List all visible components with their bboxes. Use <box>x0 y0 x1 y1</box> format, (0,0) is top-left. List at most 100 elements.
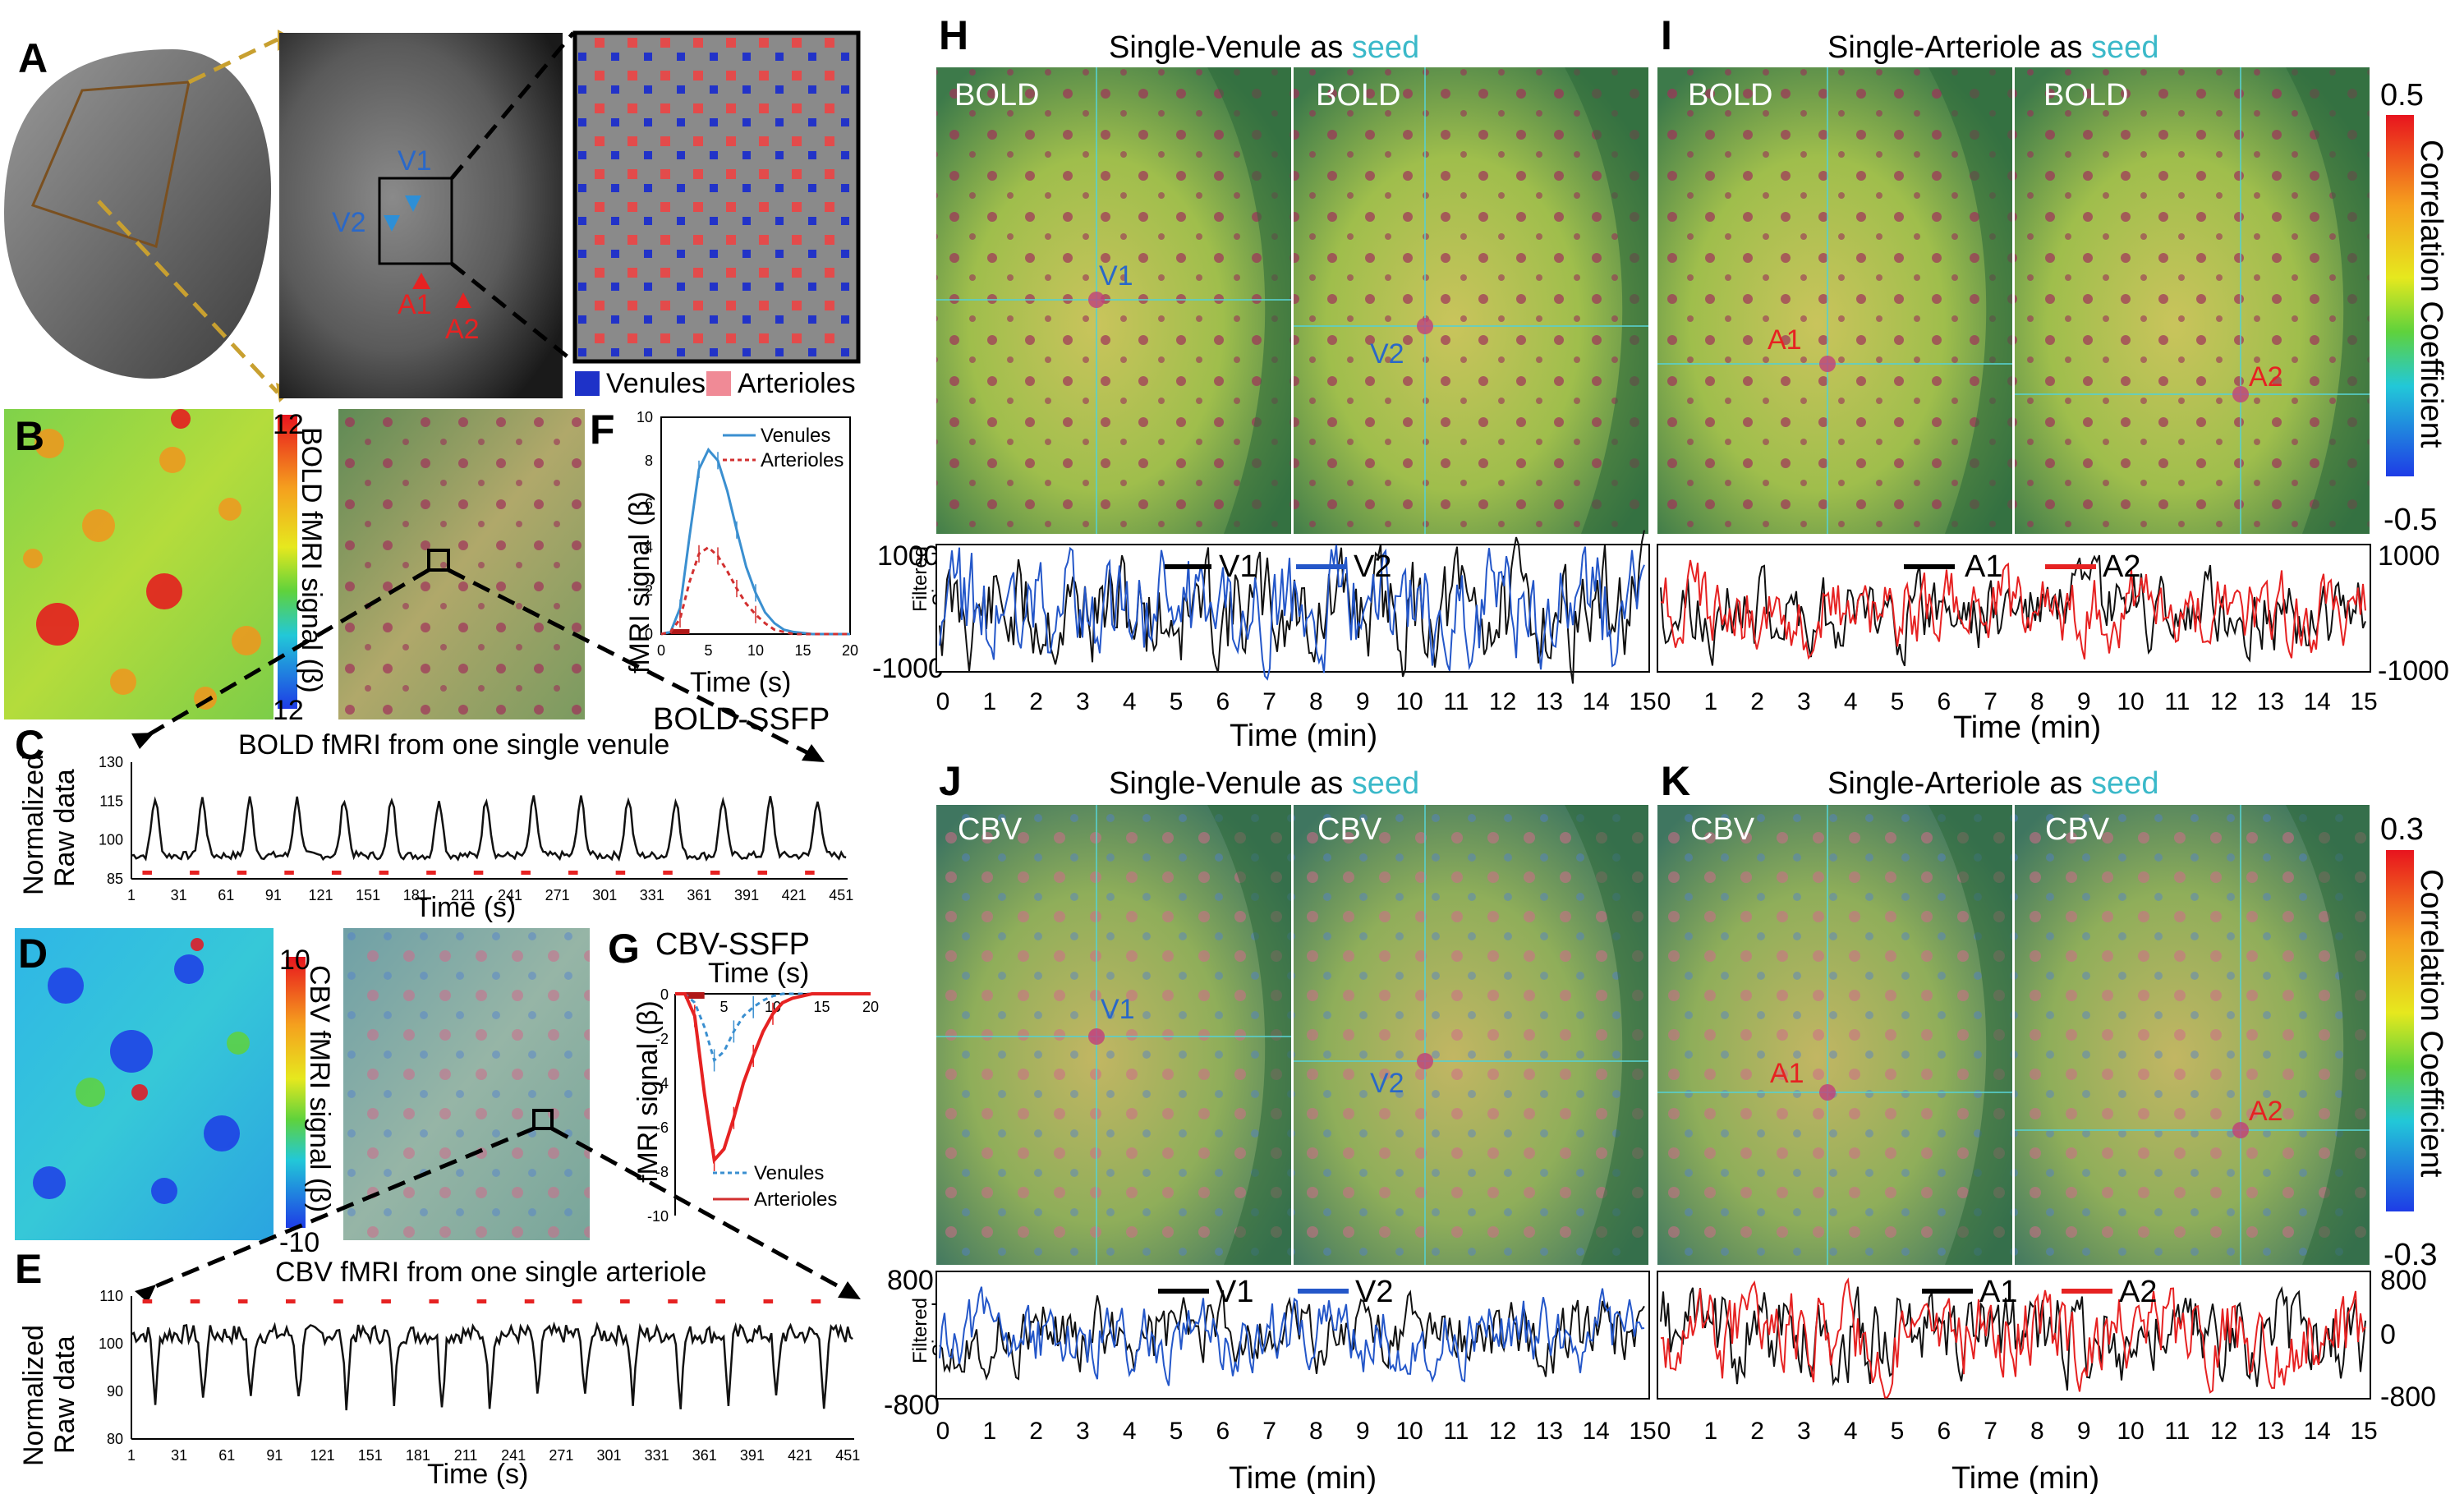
f-ytick: 4 <box>645 539 653 555</box>
panel-label-c: C <box>15 722 44 768</box>
f-ytick: 2 <box>645 582 653 599</box>
cPlot-xtick: 271 <box>545 887 570 903</box>
zoom-dash-line <box>450 31 575 180</box>
cPlot-xtick: 211 <box>451 887 475 903</box>
stimulus-mark <box>476 1299 487 1303</box>
cPlot-xtick: 391 <box>734 887 759 903</box>
stimulus-mark <box>763 1299 774 1303</box>
panel-label-i: I <box>1661 12 1672 58</box>
cbv-colorbar <box>286 957 306 1228</box>
xTicksBotL-tick: 12 <box>1489 1418 1516 1445</box>
f-ytick: 6 <box>645 496 653 513</box>
xTicksTopL-tick: 3 <box>1076 688 1090 715</box>
stimulus-mark <box>190 871 200 875</box>
g-ytick: -2 <box>655 1031 669 1047</box>
trace-top-left-xlabel: Time (min) <box>1230 719 1377 753</box>
ePlot-xtick: 451 <box>835 1447 860 1464</box>
xTicksBotL-tick: 0 <box>936 1418 950 1445</box>
xTicksTopL-tick: 8 <box>1309 688 1323 715</box>
xTicksTopL-tick: 4 <box>1123 688 1137 715</box>
stimulus-bar <box>684 992 705 999</box>
arrowhead-icon <box>802 744 825 762</box>
trace-bottom-left-xticks: 0 1 2 3 4 5 6 7 8 9 10 11 12 13 14 15 <box>936 1418 1657 1445</box>
ePlot-ytick: 100 <box>99 1335 123 1352</box>
g-xtick: 5 <box>719 999 728 1015</box>
ePlot-ytick: 110 <box>99 1288 123 1304</box>
k-title: Single-Arteriole as seed <box>1827 766 2158 801</box>
xTicksTopL-tick: 6 <box>1216 688 1230 715</box>
xTicksTopR-tick: 9 <box>2077 688 2091 715</box>
i-img-label-1: BOLD <box>1688 78 1772 113</box>
trace-top-legend-v2: V2 <box>1354 549 1391 584</box>
i-marker-a1: A1 <box>1768 324 1802 356</box>
cortex-edge-shade <box>2286 805 2370 1265</box>
xTicksBotR-tick: 13 <box>2257 1418 2284 1445</box>
bold-colorbar <box>278 415 297 709</box>
cPlot-xtick: 151 <box>356 887 380 903</box>
arteriole-marker-icon <box>412 273 430 289</box>
xTicksTopR-tick: 10 <box>2117 688 2144 715</box>
g-legend-arterioles: Arterioles <box>754 1188 837 1211</box>
bold-activation-map <box>4 409 274 719</box>
vessel-dots <box>2015 67 2370 534</box>
k-img-label-2: CBV <box>2045 812 2110 847</box>
ePlot-xtick: 301 <box>596 1447 621 1464</box>
cPlot-xtick: 1 <box>127 887 136 903</box>
g-ylabel: fMRI signal (β) <box>632 1000 664 1183</box>
zoom-dash-line <box>447 568 815 758</box>
vessel-dots <box>936 805 1291 1265</box>
trace-bottom-right-box <box>1657 1271 2371 1400</box>
trace-bottom-ymax: 800 <box>887 1265 934 1296</box>
seed-dot <box>1819 1084 1836 1101</box>
trace-bottom-r-zero: 0 <box>2380 1319 2396 1350</box>
ePlot-ytick: 90 <box>107 1383 123 1400</box>
panel-e: E CBV fMRI from one single arteriole Nor… <box>15 1246 860 1490</box>
trace-top-right-box <box>1657 544 2371 673</box>
stimulus-mark <box>715 1299 725 1303</box>
seed-dot <box>1088 292 1105 308</box>
xTicksTopL-tick: 1 <box>982 688 996 715</box>
trace-bottom-right-xlabel: Time (min) <box>1951 1461 2099 1494</box>
trace-top-r-ymax: 1000 <box>2378 540 2440 572</box>
f-ytick: 0 <box>645 626 653 642</box>
zoom-dash-line <box>147 1126 535 1292</box>
xTicksTopR-tick: 2 <box>1750 688 1764 715</box>
arrowhead-icon <box>838 1281 861 1299</box>
stimulus-mark <box>811 1299 821 1303</box>
ePlot-xtick: 151 <box>358 1447 383 1464</box>
stimulus-mark <box>805 871 815 875</box>
f-plot-frame <box>660 416 851 635</box>
e-ylabel-2: Raw data <box>49 1335 80 1454</box>
arteriole-marker-icon <box>455 292 471 308</box>
zoom-dash-line <box>550 1126 852 1295</box>
stimulus-mark <box>286 1299 296 1303</box>
venule-marker-icon <box>384 215 400 232</box>
xTicksTopR-tick: 3 <box>1797 688 1811 715</box>
f-legend-arterioles: Arterioles <box>761 449 844 471</box>
arteriole-traces-cbv <box>1660 1277 2366 1399</box>
venule-traces-bold <box>939 530 1645 684</box>
xTicksBotR-tick: 8 <box>2030 1418 2044 1445</box>
xTicksBotL-tick: 10 <box>1395 1418 1423 1445</box>
g-xtick: 20 <box>862 999 879 1015</box>
zoom-frame <box>572 30 861 364</box>
e-axis-ticks: 110 100 90 801 31 61 91 121 151 181 211 241 271 301 33… <box>99 1288 860 1464</box>
cortex-edge-shade <box>1928 67 2012 534</box>
k-marker-a1: A1 <box>1770 1058 1804 1089</box>
i-cbar-max: 0.5 <box>2380 78 2424 113</box>
panel-label-g: G <box>608 926 640 972</box>
e-xlabel: Time (s) <box>427 1459 528 1490</box>
single-voxel-roi <box>427 549 450 572</box>
stimulus-mark <box>381 1299 391 1303</box>
stimulus-mark <box>142 871 152 875</box>
f-xtick: 15 <box>794 642 811 659</box>
traceTopL-series-1 <box>939 545 1645 681</box>
vessel-dots <box>2015 805 2370 1265</box>
trace-bottom-left-box <box>935 1271 1650 1400</box>
cPlot-xtick: 121 <box>308 887 333 903</box>
f-xtick: 20 <box>842 642 858 659</box>
h-img-label-1: BOLD <box>954 78 1039 113</box>
stimulus-mark <box>524 1299 535 1303</box>
label-a2: A2 <box>445 314 480 345</box>
